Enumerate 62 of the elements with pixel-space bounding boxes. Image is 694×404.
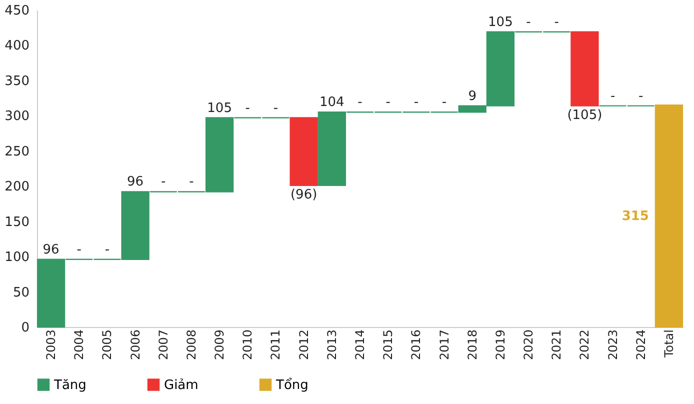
text: - — [414, 95, 419, 110]
x-tick-label: Total — [662, 330, 676, 359]
legend-label: Giảm — [164, 378, 198, 393]
x-tick-label: 2019 — [493, 330, 508, 360]
y-tick-label: 50 — [12, 285, 30, 300]
x-tick-label: 2017 — [437, 330, 452, 360]
y-tick-label: 150 — [4, 214, 30, 230]
x-tick-label: 2012 — [296, 330, 311, 360]
bar — [290, 117, 318, 186]
y-tick-label: 350 — [4, 74, 30, 89]
x-tick-label: 2009 — [212, 330, 227, 360]
y-tick-label: 250 — [4, 144, 30, 160]
legend-label: Tổng — [275, 376, 308, 393]
text: 105 — [488, 14, 513, 30]
text: - — [526, 14, 531, 30]
y-tick-label: 400 — [4, 38, 30, 54]
text: - — [245, 100, 250, 116]
x-tick-label: 2004 — [72, 330, 86, 360]
x-tick-label: 2015 — [381, 330, 396, 360]
text: 96 — [42, 242, 60, 258]
x-tick-label: 2007 — [156, 330, 170, 360]
bar — [570, 31, 599, 106]
x-tick-label: 2018 — [465, 330, 480, 360]
x-tick-label: 2023 — [606, 330, 620, 360]
text: - — [638, 88, 644, 104]
x-tick-label: 2021 — [550, 330, 564, 360]
text: 9 — [468, 88, 476, 104]
text: - — [104, 242, 110, 258]
text: 104 — [320, 95, 344, 110]
x-tick-label: 2024 — [634, 330, 648, 360]
text: - — [610, 88, 616, 104]
x-tick-label: 2006 — [128, 330, 142, 360]
text: (105) — [567, 108, 602, 123]
x-tick-label: 2005 — [100, 330, 114, 360]
text: (96) — [290, 187, 318, 202]
y-tick-label: 0 — [21, 320, 30, 336]
x-tick-label: 2016 — [409, 330, 424, 360]
text: 315 — [622, 209, 649, 224]
text: - — [386, 95, 390, 110]
text: - — [273, 100, 278, 116]
text: - — [358, 95, 362, 110]
y-tick-label: 200 — [4, 180, 30, 195]
x-tick-label: 2010 — [240, 330, 255, 360]
bar — [654, 104, 684, 328]
x-tick-label: 2008 — [184, 330, 198, 360]
text: 105 — [207, 100, 232, 116]
text: - — [554, 14, 559, 30]
x-tick-label: 2020 — [522, 330, 536, 360]
y-tick-label: 450 — [4, 4, 30, 18]
x-tick-label: 2014 — [353, 330, 367, 360]
text: - — [442, 95, 447, 110]
x-tick-label: 2022 — [578, 330, 592, 360]
y-tick-label: 300 — [4, 109, 30, 124]
text: - — [76, 242, 82, 258]
x-tick-label: 2011 — [268, 330, 283, 360]
x-tick-label: 2013 — [324, 330, 339, 360]
y-tick-label: 100 — [4, 250, 30, 266]
text: 96 — [127, 174, 144, 190]
text: - — [189, 174, 194, 190]
text: - — [161, 174, 166, 190]
legend-label: Tăng — [53, 378, 86, 393]
x-tick-label: 2003 — [44, 330, 58, 360]
